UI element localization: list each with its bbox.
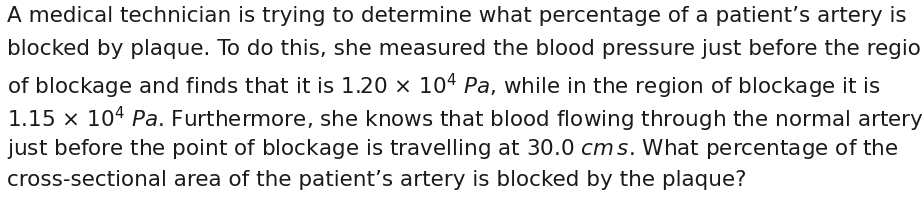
Text: cross-sectional area of the patient’s artery is blocked by the plaque?: cross-sectional area of the patient’s ar…: [7, 169, 747, 189]
Text: of blockage and finds that it is 1.20 × 10$^{4}$ $\mathit{Pa}$, while in the reg: of blockage and finds that it is 1.20 × …: [7, 71, 881, 100]
Text: blocked by plaque. To do this, she measured the blood pressure just before the r: blocked by plaque. To do this, she measu…: [7, 39, 922, 59]
Text: A medical technician is trying to determine what percentage of a patient’s arter: A medical technician is trying to determ…: [7, 6, 907, 26]
Text: 1.15 × 10$^{4}$ $\mathit{Pa}$. Furthermore, she knows that blood flowing through: 1.15 × 10$^{4}$ $\mathit{Pa}$. Furthermo…: [7, 104, 922, 133]
Text: just before the point of blockage is travelling at 30.0 $\mathit{cm\/s}$. What p: just before the point of blockage is tra…: [7, 136, 899, 160]
